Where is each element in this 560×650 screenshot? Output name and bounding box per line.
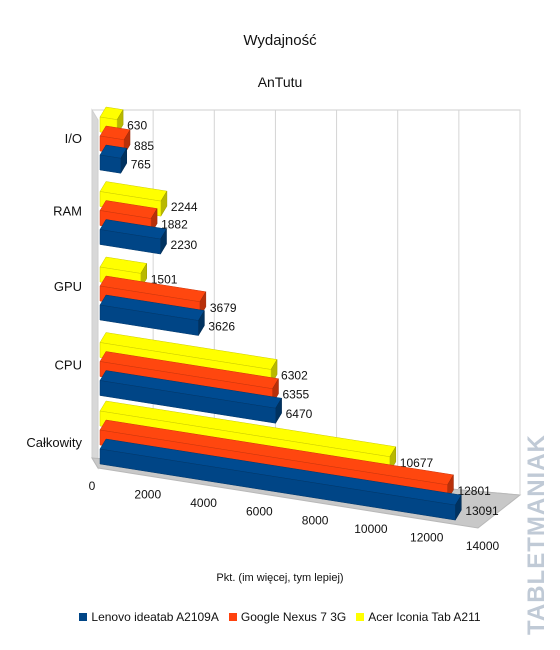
data-label-GPU-2: 3626 <box>208 320 235 334</box>
legend-label-acer: Acer Iconia Tab A211 <box>368 610 481 624</box>
data-label-Całkowity-0: 10677 <box>400 456 434 470</box>
bar-I/O-Lenovo ideatab A2109A <box>99 154 122 174</box>
legend-item-nexus: Google Nexus 7 3G <box>228 610 347 624</box>
legend-label-nexus: Google Nexus 7 3G <box>240 610 347 624</box>
data-label-GPU-0: 1501 <box>151 272 178 286</box>
chart-side-wall <box>91 108 99 470</box>
bar-GPU-Lenovo ideatab A2109A <box>99 304 199 336</box>
watermark-logo: TABLETMANIAK <box>523 434 550 635</box>
chart-title: Wydajność <box>243 32 317 49</box>
x-tick-label-10000: 10000 <box>354 522 388 536</box>
x-tick-label-4000: 4000 <box>190 496 217 510</box>
y-category-label-Całkowity: Całkowity <box>26 435 82 450</box>
legend-label-lenovo: Lenovo ideatab A2109A <box>91 610 219 624</box>
legend-swatch-lenovo <box>79 613 88 621</box>
data-label-I/O-1: 885 <box>134 139 154 153</box>
bar-chart-plot: 0 2000 4000 6000 8000 10000 12000 14000 630 885 76… <box>26 106 522 553</box>
svg-text:TABLETMANIAK: TABLETMANIAK <box>523 434 550 635</box>
y-category-label-GPU: GPU <box>54 279 82 294</box>
y-category-label-RAM: RAM <box>53 204 82 219</box>
data-label-Całkowity-2: 13091 <box>465 504 499 518</box>
x-tick-label-2000: 2000 <box>134 488 161 502</box>
data-label-CPU-2: 6470 <box>286 407 313 421</box>
y-category-label-I/O: I/O <box>65 131 82 146</box>
x-axis-label: Pkt. (im więcej, tym lepiej) <box>216 572 344 584</box>
data-label-GPU-1: 3679 <box>210 301 237 315</box>
x-tick-label-14000: 14000 <box>466 539 500 553</box>
bar-CPU-Lenovo ideatab A2109A <box>99 380 276 424</box>
data-label-Całkowity-1: 12801 <box>457 484 491 498</box>
data-label-RAM-2: 2230 <box>171 238 198 252</box>
data-label-RAM-1: 1882 <box>161 218 188 232</box>
x-tick-label-12000: 12000 <box>410 530 444 544</box>
data-label-RAM-0: 2244 <box>171 200 198 214</box>
legend-item-acer: Acer Iconia Tab A211 <box>356 610 481 624</box>
data-label-CPU-0: 6302 <box>281 369 308 383</box>
chart-legend: Lenovo ideatab A2109A Google Nexus 7 3G … <box>0 610 560 624</box>
bar-RAM-Lenovo ideatab A2109A <box>99 229 161 255</box>
bar-Całkowity-Lenovo ideatab A2109A <box>99 448 456 521</box>
x-tick-label-8000: 8000 <box>302 513 329 527</box>
data-label-I/O-0: 630 <box>127 119 147 133</box>
legend-item-lenovo: Lenovo ideatab A2109A <box>79 610 219 624</box>
y-category-label-CPU: CPU <box>55 358 82 373</box>
legend-swatch-acer <box>356 613 365 621</box>
x-tick-label-0: 0 <box>89 479 96 493</box>
data-label-I/O-2: 765 <box>131 157 151 171</box>
chart-subtitle: AnTutu <box>257 74 303 90</box>
x-tick-label-6000: 6000 <box>246 505 273 519</box>
legend-swatch-nexus <box>228 613 237 621</box>
data-label-CPU-1: 6355 <box>282 388 309 402</box>
